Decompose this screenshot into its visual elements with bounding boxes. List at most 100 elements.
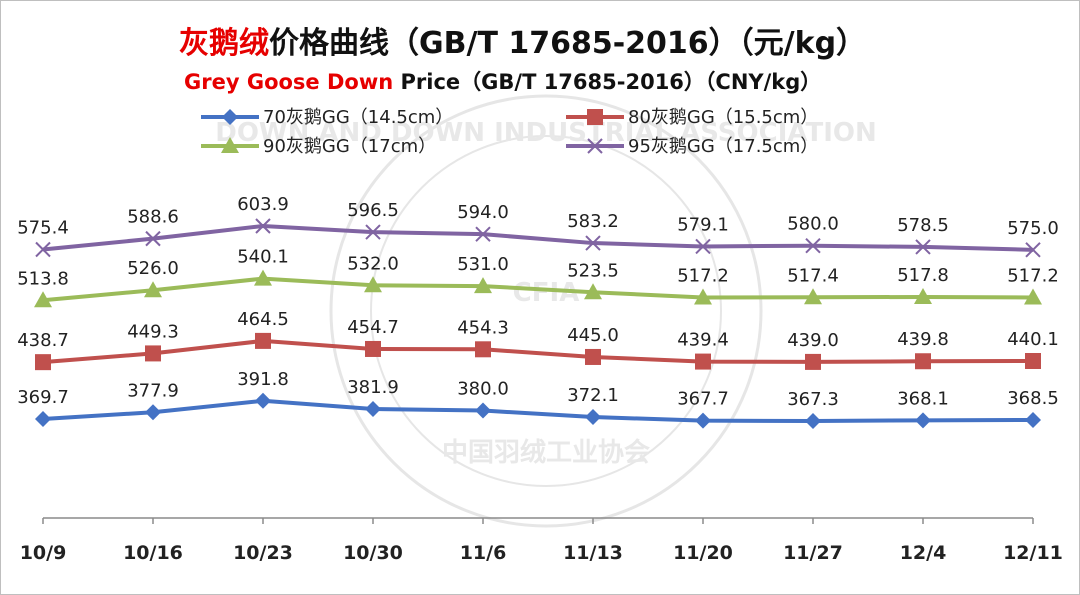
data-point-marker [365,340,381,357]
x-tick-label: 11/6 [460,542,507,564]
chart-title-cn-red: 灰鹅绒 [179,26,269,61]
legend-label: 90灰鹅GG（17cm） [263,136,436,157]
data-label: 531.0 [457,254,509,275]
data-point-marker [694,288,712,305]
data-label: 575.4 [17,217,69,238]
data-labels: 369.7 377.9 391.8 381.9 380.0 372.1 367.7 367.3… [17,194,1059,410]
chart-title-en: Grey Goose Down Price（GB/T 17685-2016）（C… [184,70,821,94]
data-label: 391.8 [237,369,289,390]
data-point-marker [254,269,272,286]
data-point-marker [1025,412,1041,429]
data-point-marker [474,277,492,294]
series-3 [34,269,1042,308]
data-point-marker [695,353,711,370]
data-label: 588.6 [127,207,179,228]
data-point-marker [914,287,932,304]
data-label: 513.8 [17,268,69,289]
x-tick-label: 11/13 [563,542,623,564]
data-label: 380.0 [457,379,509,400]
data-point-marker [695,238,711,255]
data-label: 439.4 [677,330,729,351]
data-point-marker [255,218,271,234]
data-point-marker [805,237,821,254]
data-point-marker [475,402,491,419]
x-tick-label: 10/30 [343,542,403,564]
data-label: 368.5 [1007,388,1059,409]
series-layer [34,218,1042,429]
data-label: 596.5 [347,200,399,221]
data-label: 439.8 [897,329,949,350]
data-label: 578.5 [897,215,949,236]
x-tick-label: 10/16 [123,542,183,564]
data-label: 603.9 [237,194,289,215]
x-tick-label: 10/23 [233,542,293,564]
data-label: 377.9 [127,380,179,401]
legend-item: 90灰鹅GG（17cm） [201,136,436,157]
watermark-center-text: CFIA [513,278,580,308]
data-label: 580.0 [787,214,839,235]
legend-label: 80灰鹅GG（15.5cm） [628,107,818,128]
watermark-seal: CFIA 中国羽绒工业协会 DOWN AND DOWN INDUSTRIAL A… [215,94,877,528]
data-label: 540.1 [237,247,289,268]
legend-marker [587,109,603,125]
data-point-marker [35,411,51,428]
legend-label: 95灰鹅GG（17.5cm） [628,136,818,157]
data-point-marker [145,404,161,421]
data-label: 368.1 [897,388,949,409]
series-line [42,276,1034,303]
x-axis-ticks: 10/9 10/16 10/23 10/30 11/6 11/13 11/20 11/27 12… [20,518,1063,564]
data-point-marker [364,276,382,293]
data-point-marker [1024,288,1042,305]
data-label: 583.2 [567,211,619,232]
data-label: 526.0 [127,258,179,279]
data-point-marker [585,235,601,251]
legend-item: 80灰鹅GG（15.5cm） [566,107,818,128]
legend-marker [221,137,239,153]
data-point-marker [475,341,491,358]
x-tick-label: 11/27 [783,542,843,564]
data-label: 449.3 [127,321,179,342]
data-point-marker [915,353,931,370]
data-point-marker [1025,353,1041,369]
legend-item: 70灰鹅GG（14.5cm） [201,107,453,128]
data-point-marker [365,400,381,417]
data-point-marker [805,413,821,429]
legend-item: 95灰鹅GG（17.5cm） [566,136,818,157]
data-point-marker [145,345,161,362]
x-tick-label: 11/20 [673,542,733,564]
legend-marker [222,109,238,125]
data-label: 517.2 [1007,265,1059,286]
data-point-marker [475,226,491,242]
series-4 [35,218,1041,258]
data-label: 579.1 [677,214,729,235]
data-point-marker [34,291,52,308]
data-point-marker [144,281,162,298]
data-label: 439.0 [787,330,839,351]
series-line [42,338,1034,365]
data-point-marker [804,288,822,305]
data-point-marker [585,409,601,426]
watermark-top-text: DOWN AND DOWN INDUSTRIAL ASSOCIATION [215,118,877,148]
x-tick-label: 12/4 [900,542,947,564]
data-label: 517.4 [787,265,839,286]
chart-title-en-red: Grey Goose Down [184,70,393,94]
data-point-marker [805,353,821,370]
data-label: 454.7 [347,317,399,338]
legend-label: 70灰鹅GG（14.5cm） [263,107,453,128]
data-point-marker [35,354,51,371]
data-label: 523.5 [567,260,619,281]
data-label: 381.9 [347,377,399,398]
data-label: 454.3 [457,317,509,338]
chart-title-cn-black: 价格曲线（GB/T 17685-2016）（元/kg） [269,26,866,61]
data-point-marker [35,241,51,258]
data-label: 517.2 [677,265,729,286]
x-tick-label: 10/9 [20,542,67,564]
data-label: 372.1 [567,385,619,406]
data-point-marker [255,332,271,349]
data-label: 440.1 [1007,329,1059,350]
data-label: 445.0 [567,325,619,346]
x-tick-label: 12/11 [1003,542,1063,564]
data-point-marker [584,283,602,300]
